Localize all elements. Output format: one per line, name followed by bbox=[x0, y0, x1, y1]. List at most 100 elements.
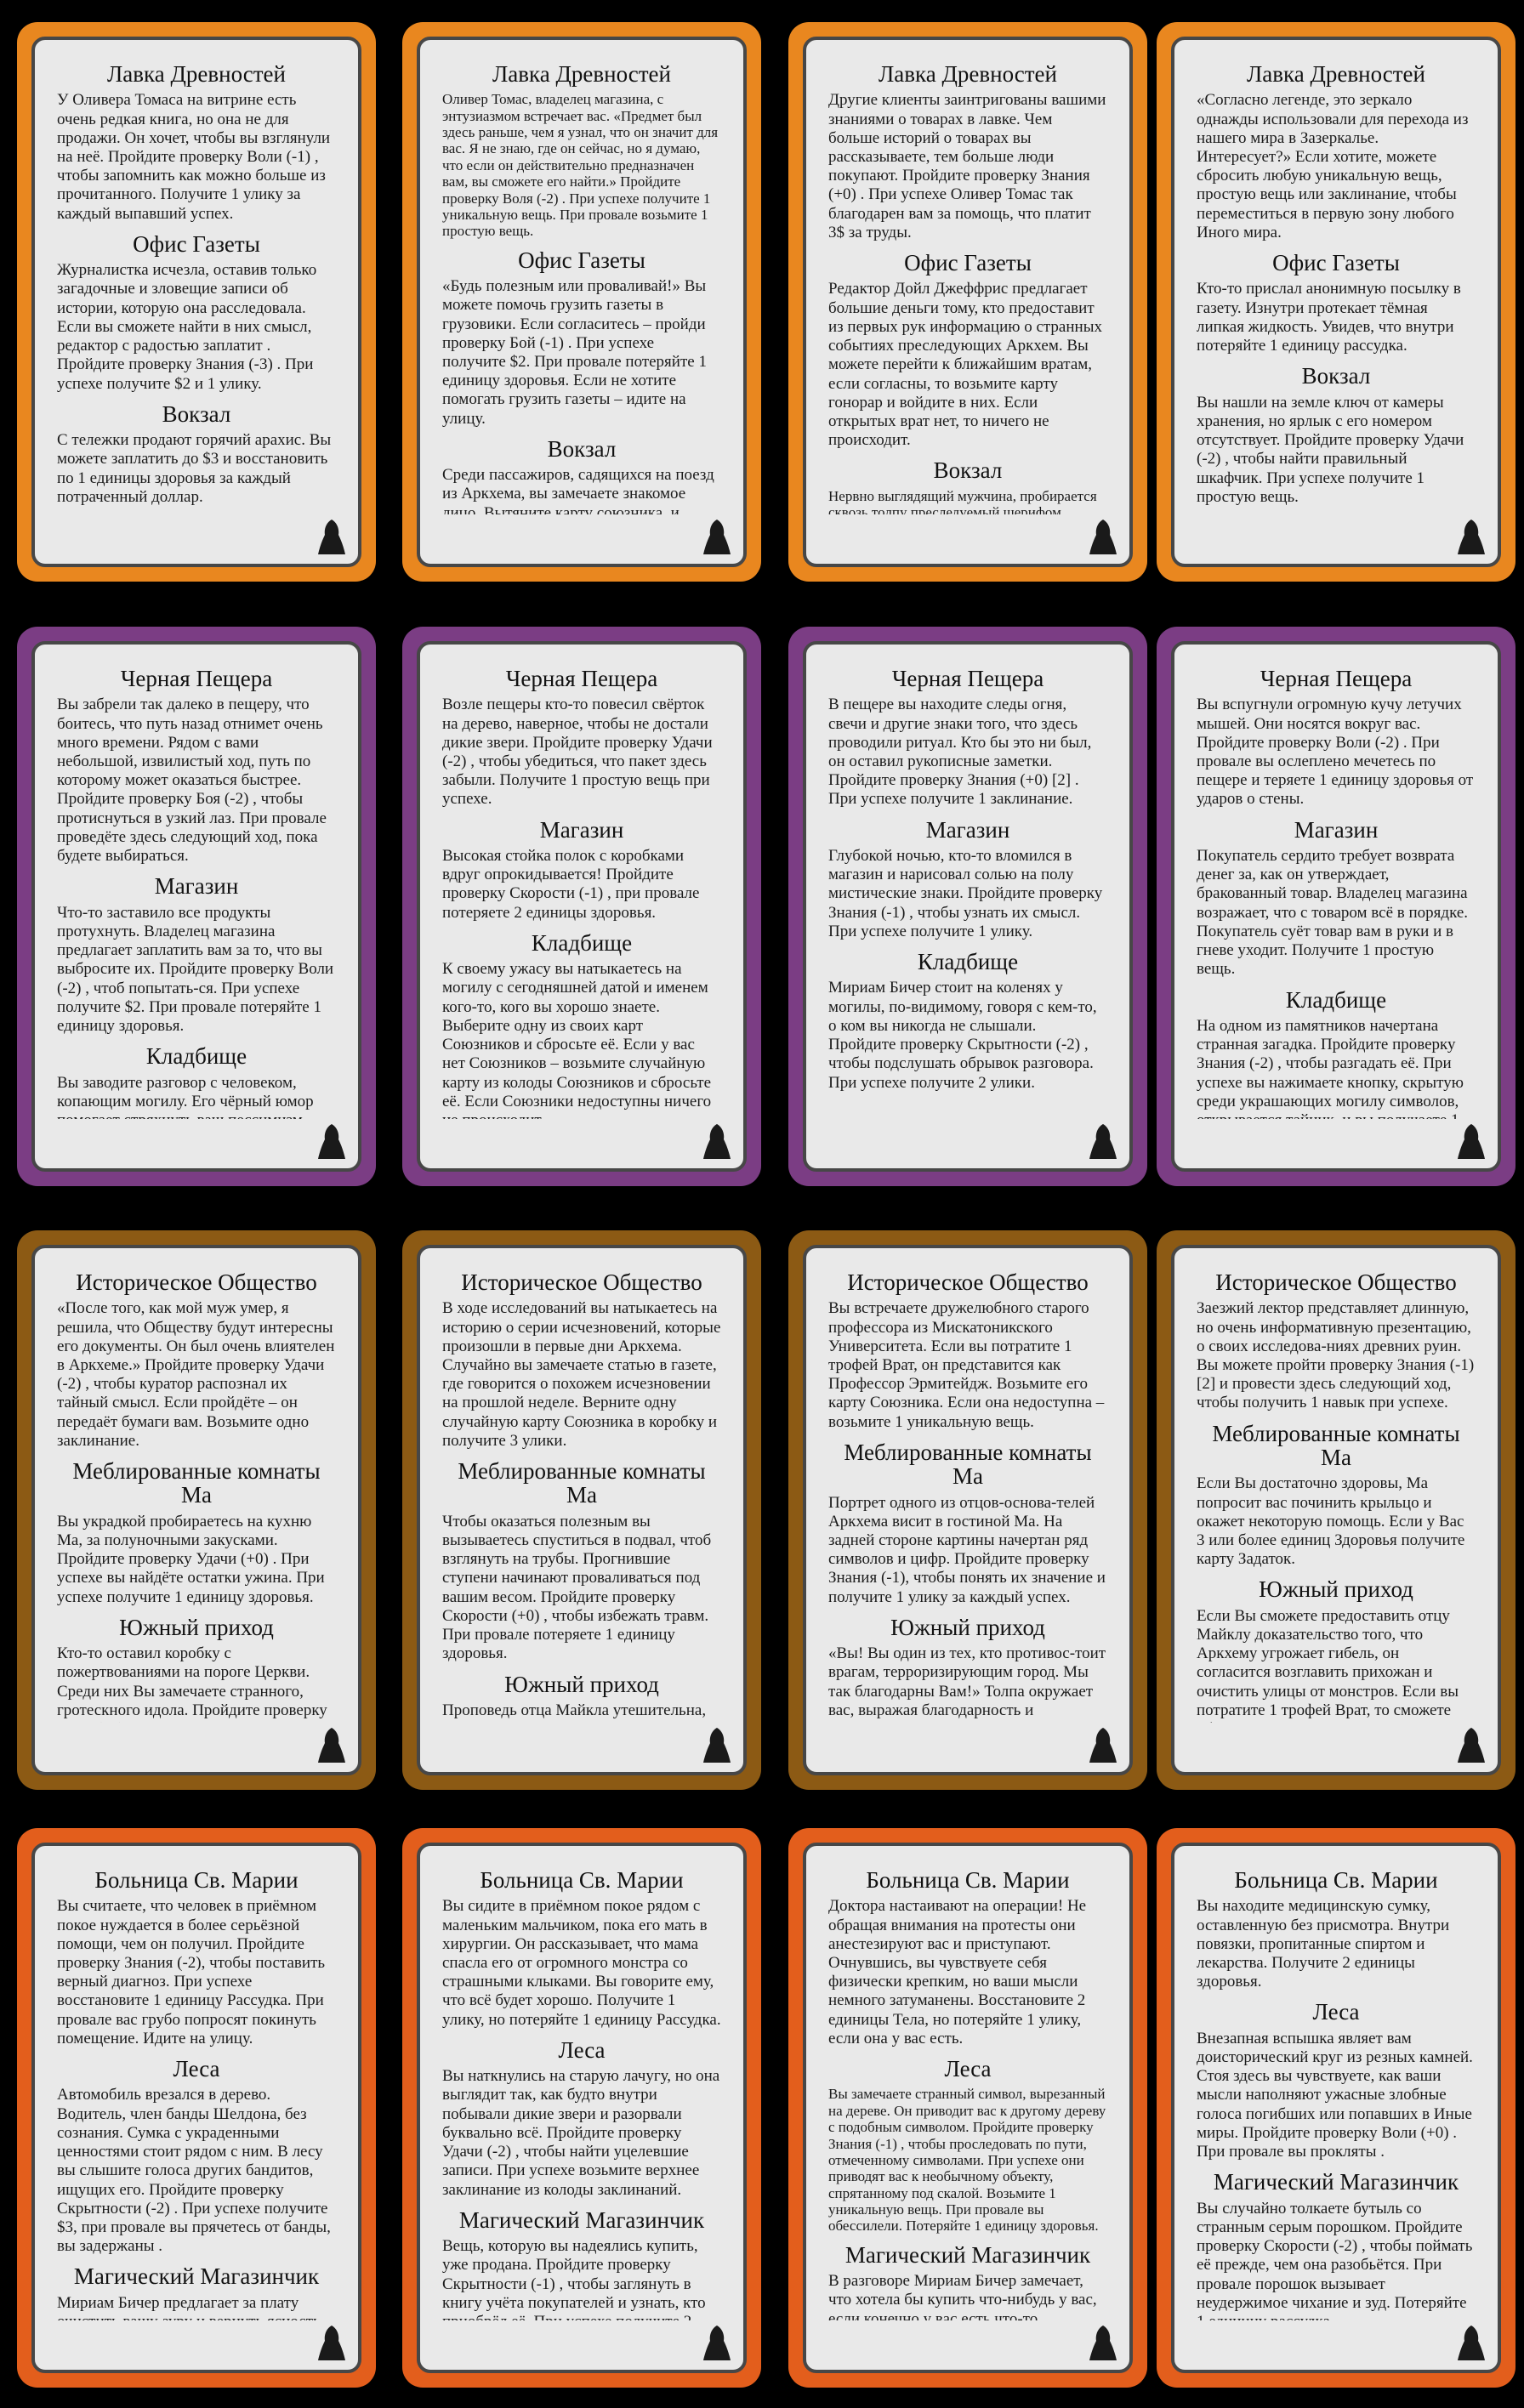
encounter-text: В разговоре Мириам Бичер замечает, что х… bbox=[828, 2272, 1097, 2320]
encounter-text: Кто-то оставил коробку с пожертвованиями… bbox=[57, 1644, 327, 1723]
hooded-figure-icon bbox=[1458, 520, 1485, 554]
hooded-figure-icon bbox=[318, 1728, 345, 1763]
encounter-text: Внезапная вспышка являет вам доисторичес… bbox=[1197, 2029, 1473, 2161]
encounter-text: «Вы! Вы один из тех, кто противос-тоит в… bbox=[828, 1644, 1106, 1723]
encounter-text: Мириам Бичер предлагает за плату очистит… bbox=[57, 2293, 321, 2320]
location-card: Лавка Древностей У Оливера Томаса на витр… bbox=[17, 22, 376, 582]
encounter-text: Редактор Дойл Джеффрис предлагает больши… bbox=[828, 280, 1102, 450]
encounter-text: В пещере вы находите следы огня, свечи и… bbox=[828, 696, 1092, 809]
location-card: Черная Пещера Возле пещеры кто-то повесил… bbox=[402, 627, 761, 1186]
location-card: Лавка Древностей «Согласно легенде, это з… bbox=[1157, 22, 1515, 582]
card-content: Историческое Общество В ходе исследований… bbox=[442, 1267, 721, 1723]
card-face: Лавка Древностей Оливер Томас, владелец м… bbox=[417, 37, 747, 567]
location-card: Черная Пещера В пещере вы находите следы … bbox=[788, 627, 1147, 1186]
card-face: Черная Пещера Вы забрели так далеко в пещ… bbox=[31, 641, 361, 1172]
card-content: Лавка Древностей Оливер Томас, владелец м… bbox=[442, 59, 721, 514]
encounter-text: Покупатель сердито требует возврата дене… bbox=[1197, 847, 1469, 979]
encounter-text: Портрет одного из отцов-основа-телей Арк… bbox=[828, 1493, 1106, 1606]
card-face: Лавка Древностей Другие клиенты заинтриго… bbox=[803, 37, 1133, 567]
location-card: Больница Св. Марии Вы считаете, что челов… bbox=[17, 1828, 376, 2388]
encounter-text: Вы украдкой пробираетесь на кухню Ма, за… bbox=[57, 1512, 325, 1606]
encounter-text: Вы считаете, что человек в приёмном поко… bbox=[57, 1897, 326, 2047]
card-content: Черная Пещера Возле пещеры кто-то повесил… bbox=[442, 663, 721, 1119]
hooded-figure-icon bbox=[703, 520, 731, 554]
card-content: Историческое Общество Вы встречаете друже… bbox=[828, 1267, 1107, 1723]
encounter-text: Среди пассажиров, садящихся на поезд из … bbox=[442, 466, 714, 514]
encounter-text: Заезжий лектор представляет длинную, но … bbox=[1197, 1299, 1475, 1412]
location-title: Леса bbox=[173, 2056, 220, 2082]
location-card: Больница Св. Марии Вы сидите в приёмном п… bbox=[402, 1828, 761, 2388]
hooded-figure-icon bbox=[318, 520, 345, 554]
location-title: Магический Магазинчик bbox=[458, 2206, 705, 2233]
location-title: Меблированные комнаты Ма bbox=[844, 1439, 1092, 1490]
encounter-text: Вы вспугнули огромную кучу летучих мышей… bbox=[1197, 696, 1474, 809]
encounter-text: Доктора настаивают на операции! Не обращ… bbox=[828, 1897, 1087, 2047]
location-title: Кладбище bbox=[917, 949, 1019, 975]
location-title: Больница Св. Марии bbox=[94, 1867, 299, 1893]
location-title: Офис Газеты bbox=[904, 250, 1032, 276]
location-title: Лавка Древностей bbox=[492, 61, 671, 87]
encounter-text: Если Вы сможете предоставить отцу Майклу… bbox=[1197, 1606, 1459, 1723]
encounter-text: Нервно выглядящий мужчина, пробирается с… bbox=[828, 487, 1097, 514]
location-card: Лавка Древностей Оливер Томас, владелец м… bbox=[402, 22, 761, 582]
encounter-text: Вы заводите разговор с человеком, копающ… bbox=[57, 1073, 314, 1119]
card-content: Историческое Общество Заезжий лектор пред… bbox=[1197, 1267, 1476, 1723]
location-title: Черная Пещера bbox=[505, 666, 658, 691]
card-content: Историческое Общество «После того, как мо… bbox=[57, 1267, 336, 1723]
card-content: Больница Св. Марии Вы считаете, что челов… bbox=[57, 1865, 336, 2320]
encounter-text: Вы забрели так далеко в пещеру, что боит… bbox=[57, 696, 327, 866]
hooded-figure-icon bbox=[1458, 1728, 1485, 1763]
card-face: Историческое Общество Вы встречаете друже… bbox=[803, 1245, 1133, 1775]
card-face: Больница Св. Марии Вы сидите в приёмном п… bbox=[417, 1843, 747, 2373]
encounter-text: Другие клиенты заинтригованы вашими знан… bbox=[828, 91, 1106, 241]
encounter-text: У Оливера Томаса на витрине есть очень р… bbox=[57, 91, 331, 223]
encounter-text: Вы наткнулись на старую лачугу, но она в… bbox=[442, 2067, 720, 2199]
location-card: Лавка Древностей Другие клиенты заинтриго… bbox=[788, 22, 1147, 582]
encounter-text: Автомобиль врезался в дерево. Водитель, … bbox=[57, 2086, 331, 2256]
location-card: Историческое Общество Заезжий лектор пред… bbox=[1157, 1230, 1515, 1790]
encounter-text: Проповедь отца Майкла утешительна, но не… bbox=[442, 1701, 707, 1723]
encounter-text: Чтобы оказаться полезным вы вызываетесь … bbox=[442, 1512, 712, 1663]
encounter-text: Оливер Томас, владелец магазина, с энтуз… bbox=[442, 91, 719, 240]
encounter-text: Мириам Бичер стоит на коленях у могилы, … bbox=[828, 979, 1097, 1092]
encounter-text: В ходе исследований вы натыкаетесь на ис… bbox=[442, 1299, 721, 1450]
location-card: Больница Св. Марии Доктора настаивают на … bbox=[788, 1828, 1147, 2388]
location-title: Южный приход bbox=[119, 1614, 274, 1640]
encounter-text: Вы нашли на земле ключ от камеры хранени… bbox=[1197, 393, 1464, 506]
card-face: Историческое Общество Заезжий лектор пред… bbox=[1171, 1245, 1501, 1775]
card-face: Историческое Общество В ходе исследований… bbox=[417, 1245, 747, 1775]
location-title: Офис Газеты bbox=[518, 247, 645, 273]
location-title: Меблированные комнаты Ма bbox=[458, 1458, 706, 1508]
card-content: Черная Пещера В пещере вы находите следы … bbox=[828, 663, 1107, 1119]
card-content: Лавка Древностей «Согласно легенде, это з… bbox=[1197, 59, 1476, 514]
card-face: Черная Пещера Вы вспугнули огромную кучу … bbox=[1171, 641, 1501, 1172]
card-content: Больница Св. Марии Вы сидите в приёмном п… bbox=[442, 1865, 721, 2320]
location-title: Южный приход bbox=[1259, 1576, 1413, 1603]
location-title: Вокзал bbox=[933, 457, 1003, 484]
location-title: Магазин bbox=[1294, 816, 1379, 843]
encounter-text: Вы сидите в приёмном покое рядом с мален… bbox=[442, 1897, 721, 2029]
location-title: Южный приход bbox=[504, 1671, 659, 1697]
location-card: Историческое Общество В ходе исследований… bbox=[402, 1230, 761, 1790]
encounter-text: Вы находите медицинскую сумку, оставленн… bbox=[1197, 1897, 1450, 1991]
encounter-text: «После того, как мой муж умер, я решила,… bbox=[57, 1299, 335, 1450]
hooded-figure-icon bbox=[703, 1728, 731, 1763]
hooded-figure-icon bbox=[318, 1124, 345, 1159]
hooded-figure-icon bbox=[703, 1124, 731, 1159]
hooded-figure-icon bbox=[1458, 2326, 1485, 2360]
encounter-text: «Будь полезным или проваливай!» Вы может… bbox=[442, 277, 707, 428]
location-title: Черная Пещера bbox=[1260, 666, 1413, 691]
hooded-figure-icon bbox=[318, 2326, 345, 2360]
location-title: Вокзал bbox=[1301, 363, 1371, 389]
card-content: Больница Св. Марии Доктора настаивают на … bbox=[828, 1865, 1107, 2320]
location-title: Офис Газеты bbox=[133, 230, 260, 257]
location-title: Магазин bbox=[539, 816, 624, 843]
location-title: Больница Св. Марии bbox=[480, 1867, 684, 1893]
card-face: Черная Пещера В пещере вы находите следы … bbox=[803, 641, 1133, 1172]
location-title: Офис Газеты bbox=[1272, 250, 1400, 276]
encounter-text: Вы встречаете дружелюбного старого профе… bbox=[828, 1299, 1105, 1431]
encounter-text: Журналистка исчезла, оставив только зага… bbox=[57, 261, 317, 393]
location-title: Магазин bbox=[925, 816, 1010, 843]
location-title: Лавка Древностей bbox=[879, 61, 1057, 87]
location-card: Черная Пещера Вы забрели так далеко в пещ… bbox=[17, 627, 376, 1186]
